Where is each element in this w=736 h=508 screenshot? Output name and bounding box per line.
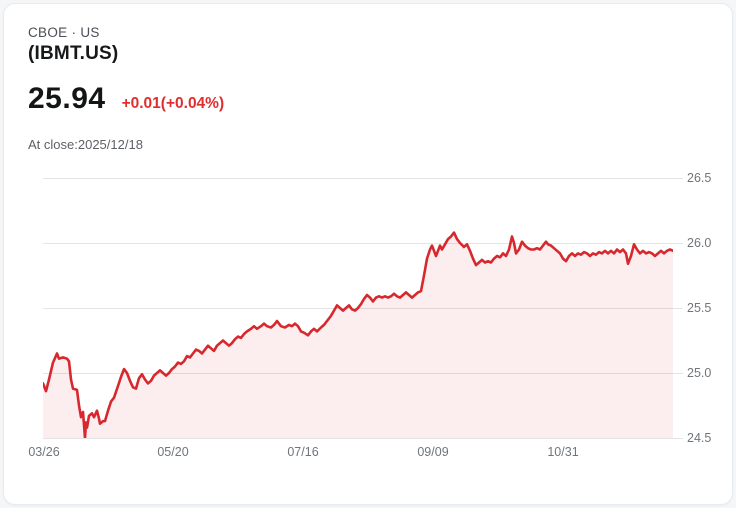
gridline — [43, 373, 683, 374]
price-area — [43, 232, 673, 438]
gridline — [43, 178, 683, 179]
x-axis-label: 05/20 — [157, 445, 189, 459]
gridline — [43, 438, 683, 439]
y-axis-label: 26.0 — [687, 236, 712, 250]
price-row: 25.94 +0.01(+0.04%) — [28, 82, 224, 116]
price-change: +0.01(+0.04%) — [121, 95, 225, 112]
y-axis-label: 25.5 — [687, 301, 712, 315]
price-chart-plot[interactable] — [43, 178, 673, 438]
gridline — [43, 243, 683, 244]
price-line — [43, 231, 673, 438]
y-axis-label: 26.5 — [687, 171, 712, 185]
x-axis-label: 09/09 — [417, 445, 449, 459]
x-axis-label: 03/26 — [28, 445, 60, 459]
exchange-label: CBOE · US — [28, 25, 100, 40]
gridline — [43, 308, 683, 309]
quote-card: CBOE · US (IBMT.US) 25.94 +0.01(+0.04%) … — [3, 3, 733, 505]
ticker-symbol: (IBMT.US) — [28, 43, 119, 64]
x-axis-label: 10/31 — [547, 445, 579, 459]
y-axis-label: 25.0 — [687, 366, 712, 380]
price-chart: 26.5 26.0 25.5 25.0 24.5 03/26 05/20 07/16 09/09… — [4, 4, 734, 506]
last-price: 25.94 — [28, 82, 106, 115]
y-axis-label: 24.5 — [687, 431, 712, 445]
as-of-date: At close:2025/12/18 — [28, 137, 143, 152]
x-axis-label: 07/16 — [287, 445, 319, 459]
